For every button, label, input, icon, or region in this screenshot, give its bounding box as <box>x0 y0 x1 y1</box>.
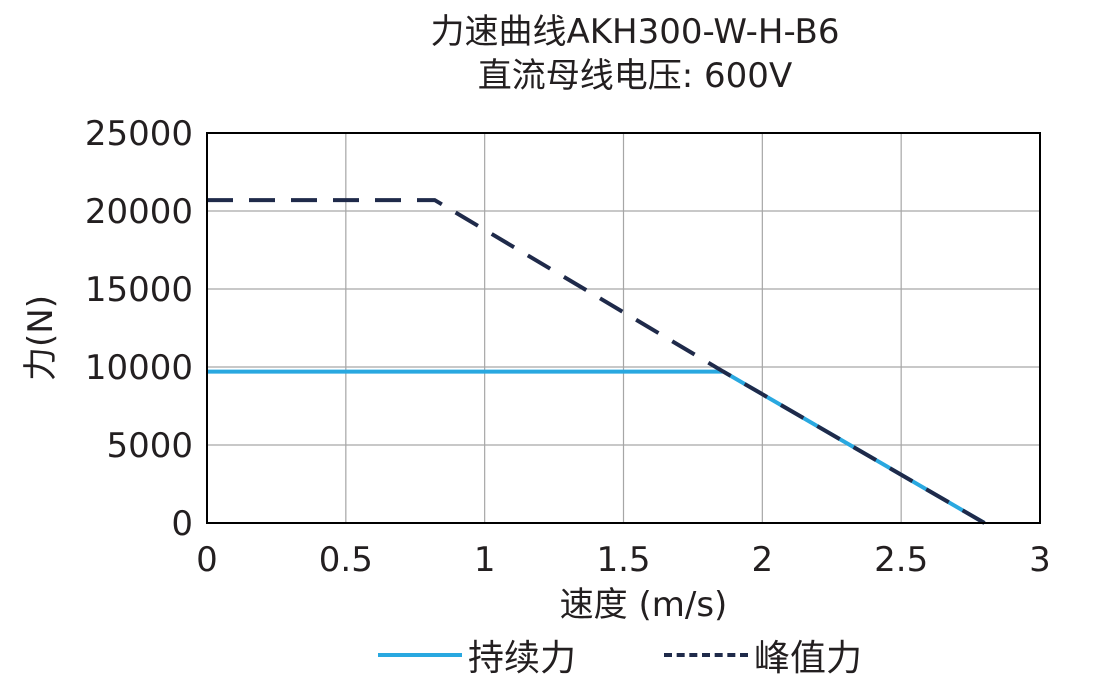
grid <box>206 132 1041 524</box>
legend-swatch-continuous <box>378 653 462 657</box>
legend-label-peak: 峰值力 <box>754 638 863 679</box>
y-tick-label: 5000 <box>106 426 193 466</box>
y-tick-label: 15000 <box>85 270 193 310</box>
series-line-peak <box>207 198 986 525</box>
x-tick-label: 1.5 <box>596 540 650 580</box>
legend-item-continuous: 持续力 <box>378 628 576 682</box>
y-tick-label: 25000 <box>85 114 193 154</box>
x-tick-label: 3 <box>1029 540 1051 580</box>
series-group <box>207 198 986 525</box>
chart-title: 力速曲线AKH300-W-H-B6 <box>430 12 840 52</box>
x-tick-label: 2.5 <box>874 540 928 580</box>
plot-frame <box>206 132 1041 524</box>
x-tick-label: 1 <box>474 540 496 580</box>
x-tick-label: 0 <box>196 540 218 580</box>
series-line-continuous <box>207 369 986 525</box>
y-tick-labels: 0 5000 10000 15000 20000 25000 <box>85 114 193 544</box>
y-tick-label: 10000 <box>85 348 193 388</box>
legend-label-continuous: 持续力 <box>468 638 577 679</box>
y-tick-label: 0 <box>171 504 193 544</box>
x-tick-label: 2 <box>752 540 774 580</box>
y-axis-label: 力(N) <box>21 295 61 381</box>
x-tick-labels: 0 0.5 1 1.5 2 2.5 3 <box>196 540 1051 580</box>
chart-subtitle: 直流母线电压: 600V <box>477 56 793 96</box>
x-axis-label: 速度 (m/s) <box>560 585 728 625</box>
y-tick-label: 20000 <box>85 192 193 232</box>
x-tick-label: 0.5 <box>319 540 373 580</box>
legend-item-peak: 峰值力 <box>664 628 862 682</box>
legend-swatch-peak <box>664 653 748 657</box>
